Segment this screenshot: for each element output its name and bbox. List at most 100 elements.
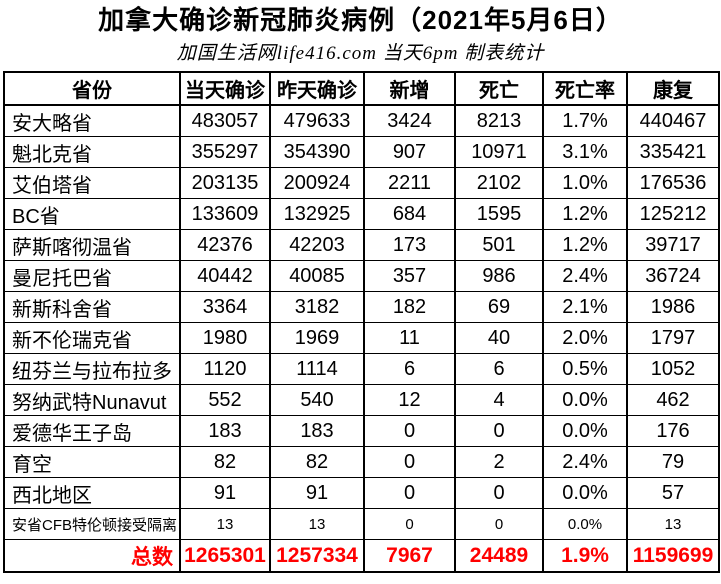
value-cell: 82 (179, 446, 271, 478)
province-cell: 爱德华王子岛 (3, 415, 181, 447)
value-cell: 354390 (269, 136, 365, 168)
table-body: 安大略省 483057 479633 3424 8213 1.7% 440467 魁北克省 35… (3, 104, 720, 540)
value-cell: 4 (454, 384, 544, 416)
value-cell: 684 (363, 198, 456, 230)
value-cell: 176 (626, 415, 720, 447)
table-foot: 总数 1265301 1257334 7967 24489 1.9% 1159699 (3, 539, 720, 573)
value-cell: 40442 (179, 260, 271, 292)
value-cell: 0.0% (542, 508, 628, 540)
total-value-cell: 1265301 (179, 539, 271, 573)
table-row: 纽芬兰与拉布拉多 1120 1114 6 6 0.5% 1052 (3, 353, 720, 385)
value-cell: 42203 (269, 229, 365, 261)
value-cell: 0 (454, 477, 544, 509)
value-cell: 0.5% (542, 353, 628, 385)
total-row: 总数 1265301 1257334 7967 24489 1.9% 1159699 (3, 539, 720, 573)
value-cell: 1114 (269, 353, 365, 385)
table-row: 艾伯塔省 203135 200924 2211 2102 1.0% 176536 (3, 167, 720, 199)
province-cell: BC省 (3, 198, 181, 230)
province-cell: 新斯科舍省 (3, 291, 181, 323)
total-label-cell: 总数 (3, 539, 181, 573)
value-cell: 0 (454, 415, 544, 447)
value-cell: 2102 (454, 167, 544, 199)
table-row: 曼尼托巴省 40442 40085 357 986 2.4% 36724 (3, 260, 720, 292)
value-cell: 11 (363, 322, 456, 354)
province-cell: 安省CFB特伦顿接受隔离 (3, 508, 181, 540)
value-cell: 6 (454, 353, 544, 385)
value-cell: 0 (363, 415, 456, 447)
value-cell: 1.2% (542, 198, 628, 230)
value-cell: 1.0% (542, 167, 628, 199)
column-header-1: 省份 (3, 71, 181, 106)
value-cell: 2.1% (542, 291, 628, 323)
table-row: 安省CFB特伦顿接受隔离 13 13 0 0 0.0% 13 (3, 508, 720, 540)
value-cell: 440467 (626, 104, 720, 137)
value-cell: 40 (454, 322, 544, 354)
value-cell: 182 (363, 291, 456, 323)
value-cell: 462 (626, 384, 720, 416)
value-cell: 2 (454, 446, 544, 478)
value-cell: 0 (363, 508, 456, 540)
value-cell: 173 (363, 229, 456, 261)
column-header-7: 康复 (626, 71, 720, 106)
value-cell: 0.0% (542, 415, 628, 447)
value-cell: 3182 (269, 291, 365, 323)
value-cell: 39717 (626, 229, 720, 261)
table-row: 西北地区 91 91 0 0 0.0% 57 (3, 477, 720, 509)
total-value-cell: 1.9% (542, 539, 628, 573)
table-row: BC省 133609 132925 684 1595 1.2% 125212 (3, 198, 720, 230)
value-cell: 1.7% (542, 104, 628, 137)
province-cell: 安大略省 (3, 104, 181, 137)
value-cell: 357 (363, 260, 456, 292)
total-value-cell: 7967 (363, 539, 456, 573)
total-value-cell: 24489 (454, 539, 544, 573)
value-cell: 200924 (269, 167, 365, 199)
subtitle: 加国生活网life416.com 当天6pm 制表统计 (176, 43, 545, 64)
value-cell: 483057 (179, 104, 271, 137)
value-cell: 1986 (626, 291, 720, 323)
value-cell: 91 (179, 477, 271, 509)
value-cell: 10971 (454, 136, 544, 168)
total-value-cell: 1159699 (626, 539, 720, 573)
value-cell: 552 (179, 384, 271, 416)
table-head: 省份 当天确诊 昨天确诊 新增 死亡 死亡率 康复 (3, 71, 720, 106)
province-cell: 艾伯塔省 (3, 167, 181, 199)
value-cell: 203135 (179, 167, 271, 199)
value-cell: 13 (179, 508, 271, 540)
page: 加拿大确诊新冠肺炎病例（2021年5月6日） 加国生活网life416.com … (0, 4, 721, 584)
page-title: 加拿大确诊新冠肺炎病例（2021年5月6日） (98, 5, 623, 35)
column-header-2: 当天确诊 (179, 71, 271, 106)
province-cell: 新不伦瑞克省 (3, 322, 181, 354)
table-row: 魁北克省 355297 354390 907 10971 3.1% 335421 (3, 136, 720, 168)
value-cell: 986 (454, 260, 544, 292)
value-cell: 907 (363, 136, 456, 168)
value-cell: 1980 (179, 322, 271, 354)
value-cell: 501 (454, 229, 544, 261)
value-cell: 176536 (626, 167, 720, 199)
province-cell: 纽芬兰与拉布拉多 (3, 353, 181, 385)
value-cell: 40085 (269, 260, 365, 292)
value-cell: 57 (626, 477, 720, 509)
table-row: 爱德华王子岛 183 183 0 0 0.0% 176 (3, 415, 720, 447)
value-cell: 1120 (179, 353, 271, 385)
value-cell: 2.4% (542, 446, 628, 478)
value-cell: 13 (626, 508, 720, 540)
value-cell: 42376 (179, 229, 271, 261)
column-header-5: 死亡 (454, 71, 544, 106)
value-cell: 1969 (269, 322, 365, 354)
value-cell: 1052 (626, 353, 720, 385)
value-cell: 69 (454, 291, 544, 323)
value-cell: 0 (363, 477, 456, 509)
value-cell: 0.0% (542, 384, 628, 416)
province-cell: 萨斯喀彻温省 (3, 229, 181, 261)
value-cell: 36724 (626, 260, 720, 292)
value-cell: 355297 (179, 136, 271, 168)
value-cell: 2211 (363, 167, 456, 199)
column-header-3: 昨天确诊 (269, 71, 365, 106)
table-row: 新斯科舍省 3364 3182 182 69 2.1% 1986 (3, 291, 720, 323)
value-cell: 183 (269, 415, 365, 447)
value-cell: 3.1% (542, 136, 628, 168)
value-cell: 133609 (179, 198, 271, 230)
value-cell: 6 (363, 353, 456, 385)
value-cell: 3364 (179, 291, 271, 323)
value-cell: 0 (363, 446, 456, 478)
